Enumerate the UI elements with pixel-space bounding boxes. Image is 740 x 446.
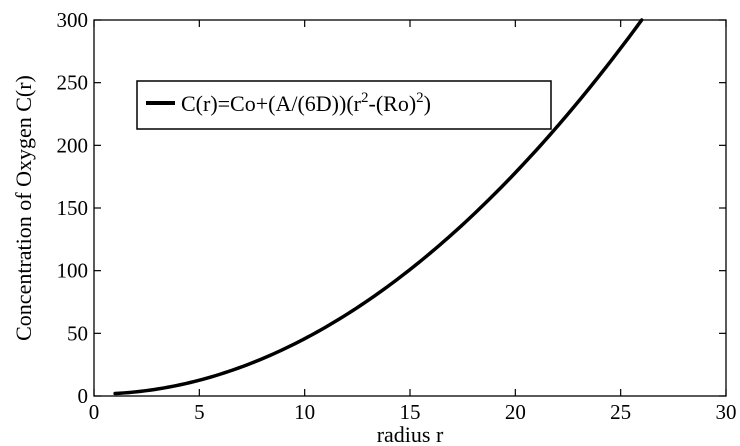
legend-box <box>136 80 552 130</box>
x-tick-label: 0 <box>89 400 100 424</box>
y-tick-label: 300 <box>57 8 89 32</box>
y-tick-label: 0 <box>78 384 89 408</box>
x-tick-label: 25 <box>610 400 631 424</box>
y-tick-label: 200 <box>57 133 89 157</box>
x-tick-label: 15 <box>400 400 421 424</box>
y-tick-label: 50 <box>67 321 88 345</box>
x-axis-label: radius r <box>377 422 444 446</box>
series-line <box>113 18 644 396</box>
y-tick-label: 150 <box>57 196 89 220</box>
y-tick-label: 250 <box>57 71 89 95</box>
x-tick-label: 5 <box>194 400 205 424</box>
x-tick-label: 30 <box>716 400 737 424</box>
x-tick-label: 10 <box>294 400 315 424</box>
y-axis-label: Concentration of Oxygen C(r) <box>11 75 36 341</box>
plot-area <box>93 19 727 397</box>
x-tick-label: 20 <box>505 400 526 424</box>
legend-entry: C(r)=Co+(A/(6D))(r2-(Ro)2) <box>181 90 431 116</box>
axis-ticks <box>93 19 727 397</box>
y-tick-label: 100 <box>57 259 89 283</box>
legend: C(r)=Co+(A/(6D))(r2-(Ro)2) <box>136 80 552 130</box>
